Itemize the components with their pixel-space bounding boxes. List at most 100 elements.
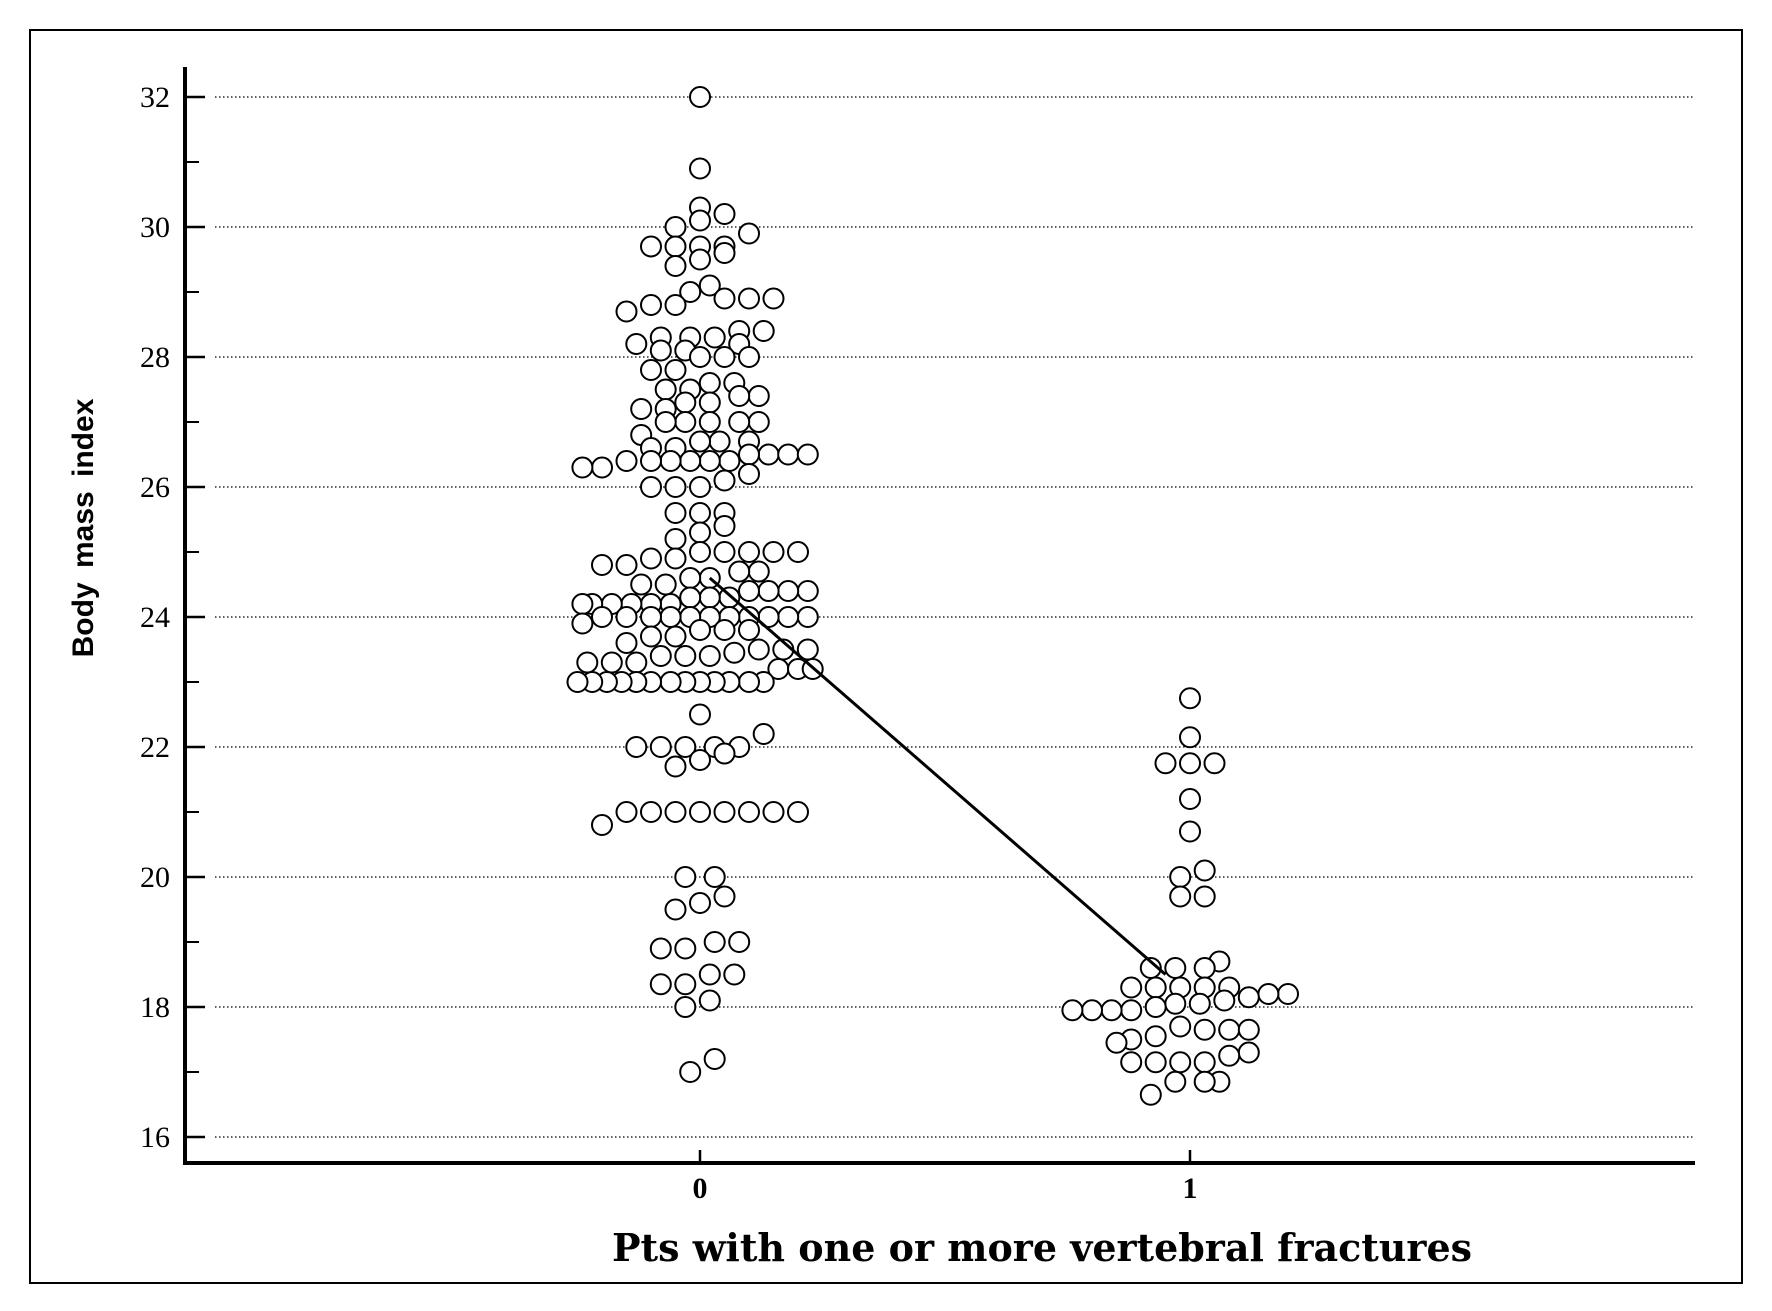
chart-frame xyxy=(29,29,1743,1284)
data-point xyxy=(796,606,819,628)
y-tick-labels: 16 18 20 22 24 26 28 30 32 xyxy=(140,81,170,1154)
data-point xyxy=(1061,999,1084,1022)
data-point xyxy=(640,801,662,823)
data-point xyxy=(1164,1070,1187,1093)
data-point xyxy=(708,430,731,453)
data-point xyxy=(591,554,613,576)
data-point xyxy=(796,580,819,602)
data-point xyxy=(664,528,687,550)
data-point xyxy=(679,567,702,589)
data-point xyxy=(674,391,697,414)
data-point xyxy=(674,866,697,888)
trend-line xyxy=(708,576,1167,976)
data-point xyxy=(1277,983,1299,1005)
data-point xyxy=(752,320,775,342)
data-point xyxy=(747,411,770,433)
data-point xyxy=(757,580,780,602)
data-point xyxy=(1169,885,1192,908)
data-point xyxy=(738,801,760,823)
data-point xyxy=(738,619,760,641)
data-point xyxy=(625,736,648,758)
data-point xyxy=(1193,859,1216,882)
data-point xyxy=(689,619,711,641)
data-point xyxy=(625,333,648,355)
data-point xyxy=(664,255,687,277)
y-tick-label: 24 xyxy=(140,601,170,634)
data-point xyxy=(689,521,711,544)
data-point xyxy=(1193,957,1216,979)
data-point xyxy=(728,385,751,407)
data-point xyxy=(679,1061,702,1083)
data-point xyxy=(649,645,672,667)
data-point xyxy=(689,801,711,823)
y-tick-label: 20 xyxy=(140,861,170,894)
data-point xyxy=(615,554,638,576)
data-point xyxy=(689,248,711,271)
data-point xyxy=(664,359,687,381)
data-point xyxy=(1154,752,1177,775)
data-point xyxy=(664,547,687,570)
data-point xyxy=(615,801,638,823)
data-point xyxy=(689,703,711,726)
data-point xyxy=(649,339,672,362)
data-point xyxy=(1257,983,1280,1005)
data-point xyxy=(679,450,702,472)
y-axis-ticks xyxy=(185,95,205,1139)
data-point xyxy=(1179,752,1201,775)
x-axis-title: Pts with one or more vertebral fractures xyxy=(612,1225,1472,1270)
data-point xyxy=(664,755,687,778)
data-point xyxy=(713,742,736,765)
data-point xyxy=(679,586,702,609)
data-point xyxy=(713,242,736,264)
data-point xyxy=(1081,999,1103,1022)
data-point xyxy=(1169,1051,1192,1074)
data-point xyxy=(649,736,672,758)
data-point xyxy=(615,632,638,654)
data-point xyxy=(566,671,589,693)
data-point xyxy=(689,476,711,498)
data-point xyxy=(1193,885,1216,908)
data-point xyxy=(664,502,687,524)
data-point xyxy=(571,593,594,615)
data-point xyxy=(1188,992,1211,1015)
data-point xyxy=(640,606,662,628)
data-point xyxy=(1179,788,1201,810)
data-point xyxy=(738,222,760,245)
data-point xyxy=(1169,866,1192,888)
data-point xyxy=(713,885,736,908)
data-point xyxy=(747,638,770,661)
data-point xyxy=(713,541,736,563)
data-point xyxy=(615,300,638,323)
data-point xyxy=(1100,999,1123,1022)
data-point xyxy=(689,346,711,368)
grid-lines xyxy=(215,96,1695,1138)
data-point xyxy=(777,606,800,628)
data-point xyxy=(664,216,687,238)
data-point xyxy=(659,606,682,628)
data-point xyxy=(689,209,711,232)
data-point xyxy=(654,378,677,401)
y-tick-label: 22 xyxy=(140,731,170,764)
data-point xyxy=(1218,1044,1241,1067)
data-point xyxy=(738,463,760,485)
data-point xyxy=(1164,957,1187,979)
data-point xyxy=(1237,1018,1260,1041)
data-point xyxy=(689,86,711,108)
data-point xyxy=(640,547,662,570)
data-point xyxy=(689,502,711,524)
data-point xyxy=(703,326,726,349)
data-point xyxy=(713,203,736,225)
data-point xyxy=(1169,1015,1192,1038)
data-point xyxy=(713,515,736,537)
data-point xyxy=(698,586,721,609)
data-point xyxy=(1193,1070,1216,1093)
data-point xyxy=(640,625,662,648)
data-point xyxy=(640,235,662,258)
data-point xyxy=(600,651,623,674)
data-point xyxy=(674,411,697,433)
data-point xyxy=(1120,1051,1143,1074)
data-point xyxy=(664,235,687,258)
data-point xyxy=(615,450,638,472)
data-point xyxy=(591,456,613,479)
data-point xyxy=(787,801,809,823)
